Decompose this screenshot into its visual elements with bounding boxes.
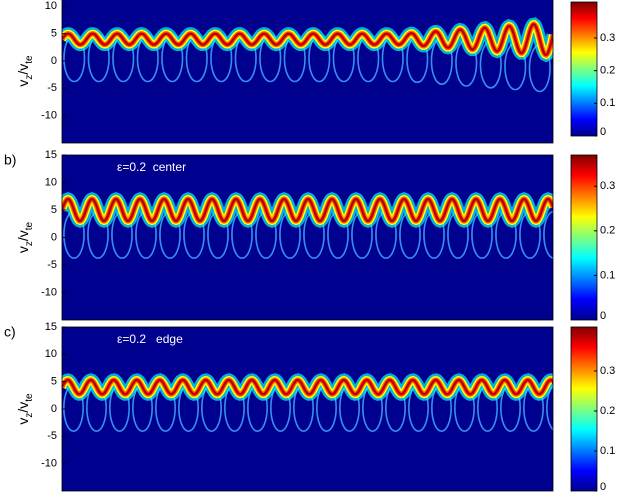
heatmap <box>62 0 553 143</box>
colorbar-tick-label: 0.2 <box>600 225 615 237</box>
y-tick-label: -10 <box>41 110 57 122</box>
colorbar-tick-label: 0.1 <box>600 97 615 109</box>
y-axis-label: vz/vte <box>15 55 35 87</box>
colorbar-tick-label: 0.2 <box>600 405 615 417</box>
y-tick-label: -10 <box>41 286 57 298</box>
y-tick-label: -5 <box>47 259 57 271</box>
y-axis-label-part: te <box>24 393 35 402</box>
colorbar-tick-label: 0 <box>600 481 606 493</box>
y-tick-label: -10 <box>41 458 57 470</box>
y-tick-label: -5 <box>47 430 57 442</box>
colorbar-tick-label: 0.2 <box>600 65 615 77</box>
colorbar-tick-label: 0.3 <box>600 32 615 44</box>
y-tick-label: 5 <box>51 28 57 40</box>
y-axis-label-part: v <box>15 246 31 253</box>
panel-label: b) <box>4 152 16 168</box>
y-tick-label: 0 <box>51 403 57 415</box>
y-tick-label: 5 <box>51 376 57 388</box>
y-axis-label-part: te <box>24 55 35 64</box>
colorbar-tick-label: 0 <box>600 310 606 322</box>
loop <box>543 210 553 259</box>
colorbar-tick-label: 0 <box>600 126 606 138</box>
heatmap <box>62 327 553 491</box>
y-axis-label-part: z <box>24 241 35 246</box>
y-axis-label-part: z <box>24 75 35 80</box>
y-axis-label: vz/vte <box>15 221 35 253</box>
y-tick-label: 15 <box>45 321 57 333</box>
y-tick-label: 5 <box>51 204 57 216</box>
y-tick-label: -5 <box>47 82 57 94</box>
loop <box>546 385 553 431</box>
y-axis-label-part: v <box>15 80 31 87</box>
y-axis-label-part: z <box>24 413 35 418</box>
heatmap-bg <box>62 327 553 491</box>
colorbar-tick-label: 0.3 <box>600 365 615 377</box>
y-tick-label: 15 <box>45 149 57 161</box>
annotation: ε=0.2 edge <box>117 332 183 346</box>
colorbar-tick-label: 0.1 <box>600 269 615 281</box>
y-axis-label-part: te <box>24 221 35 230</box>
y-axis-label-part: /v <box>15 64 31 75</box>
heatmap <box>62 155 553 320</box>
y-axis-label-part: v <box>15 418 31 425</box>
panel-label: c) <box>4 324 16 340</box>
colorbar <box>570 154 598 321</box>
band <box>62 197 553 223</box>
colorbar <box>570 326 598 492</box>
colorbar-tick-label: 0.1 <box>600 445 615 457</box>
annotation: ε=0.2 center <box>117 160 186 174</box>
y-axis-label-part: /v <box>15 402 31 413</box>
y-tick-label: 10 <box>45 348 57 360</box>
y-tick-label: 10 <box>45 176 57 188</box>
y-tick-label: 0 <box>51 55 57 67</box>
y-axis-label-part: /v <box>15 230 31 241</box>
colorbar-tick-label: 0.3 <box>600 180 615 192</box>
band <box>62 378 553 396</box>
band <box>62 22 553 57</box>
y-tick-label: 0 <box>51 231 57 243</box>
colorbar <box>570 1 598 137</box>
heatmap-bg <box>62 0 553 143</box>
heatmap-bg <box>62 155 553 320</box>
y-tick-label: 10 <box>45 0 57 12</box>
y-axis-label: vz/vte <box>15 393 35 425</box>
